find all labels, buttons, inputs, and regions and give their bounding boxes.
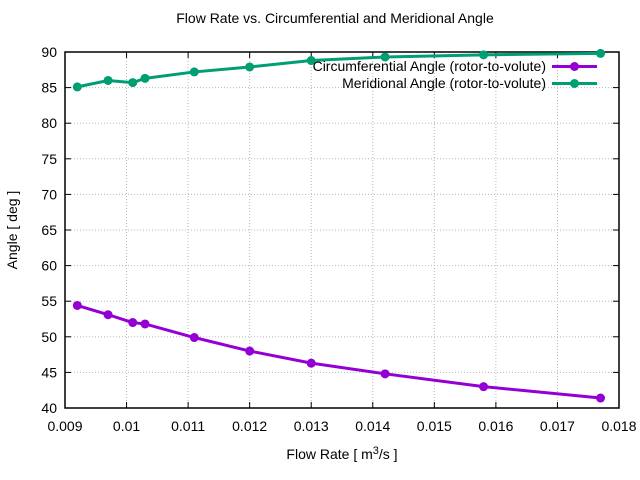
y-tick-label: 85 bbox=[41, 80, 57, 96]
data-point bbox=[245, 62, 255, 72]
data-point bbox=[306, 358, 316, 368]
x-axis-label-prefix: Flow Rate [ m bbox=[286, 446, 372, 462]
data-point bbox=[72, 82, 82, 92]
y-tick-label: 45 bbox=[41, 364, 57, 380]
x-tick-label: 0.013 bbox=[294, 418, 329, 434]
x-tick-label: 0.017 bbox=[540, 418, 575, 434]
x-axis-label-superscript: 3 bbox=[373, 445, 379, 457]
series-line-0 bbox=[75, 303, 603, 400]
data-point bbox=[479, 382, 489, 392]
y-tick-label: 90 bbox=[41, 44, 57, 60]
x-tick-label: 0.009 bbox=[47, 418, 82, 434]
grid-layer bbox=[65, 52, 619, 408]
x-tick-label: 0.012 bbox=[232, 418, 267, 434]
x-tick-label: 0.018 bbox=[601, 418, 636, 434]
data-point bbox=[140, 319, 150, 329]
y-tick-label: 75 bbox=[41, 151, 57, 167]
data-point bbox=[103, 75, 113, 85]
x-tick-label: 0.011 bbox=[171, 418, 205, 434]
data-point bbox=[140, 73, 150, 83]
legend: Circumferential Angle (rotor-to-volute)M… bbox=[313, 58, 597, 91]
chart-title: Flow Rate vs. Circumferential and Meridi… bbox=[176, 10, 494, 26]
data-point bbox=[479, 50, 489, 60]
axes-layer: 0.009 0.01 0.011 0.012 0.013 0.014 0.015 0.016 0… bbox=[41, 44, 636, 434]
plot-border bbox=[64, 51, 620, 409]
y-tick-label: 60 bbox=[41, 258, 57, 274]
data-point bbox=[306, 56, 316, 66]
data-point bbox=[128, 78, 138, 88]
y-tick-label: 65 bbox=[41, 222, 57, 238]
data-point bbox=[72, 300, 82, 310]
data-point bbox=[103, 310, 113, 320]
series-line-1 bbox=[75, 51, 603, 89]
y-tick-label: 40 bbox=[41, 400, 57, 416]
x-tick-label: 0.01 bbox=[113, 418, 140, 434]
x-axis-label-suffix: /s ] bbox=[379, 446, 398, 462]
y-axis-label: Angle [ deg ] bbox=[4, 191, 20, 270]
y-tick-label: 70 bbox=[41, 186, 57, 202]
x-tick-label: 0.014 bbox=[355, 418, 390, 434]
series-layer bbox=[72, 48, 606, 403]
data-point bbox=[189, 333, 199, 343]
y-tick-label: 55 bbox=[41, 293, 57, 309]
legend-label: Circumferential Angle (rotor-to-volute) bbox=[313, 58, 546, 74]
legend-point-sample bbox=[570, 79, 579, 88]
x-tick-label: 0.016 bbox=[478, 418, 513, 434]
x-tick-label: 0.015 bbox=[417, 418, 452, 434]
data-point bbox=[380, 369, 390, 379]
y-tick-label: 50 bbox=[41, 329, 57, 345]
data-point bbox=[128, 318, 138, 328]
data-point bbox=[380, 52, 390, 62]
legend-point-sample bbox=[570, 62, 579, 71]
data-point bbox=[596, 393, 606, 403]
legend-label: Meridional Angle (rotor-to-volute) bbox=[342, 75, 546, 91]
data-point bbox=[245, 346, 255, 356]
y-tick-label: 80 bbox=[41, 115, 57, 131]
x-axis-label: Flow Rate [ m3/s ] bbox=[286, 445, 397, 462]
data-point bbox=[596, 48, 606, 58]
data-point bbox=[189, 67, 199, 77]
